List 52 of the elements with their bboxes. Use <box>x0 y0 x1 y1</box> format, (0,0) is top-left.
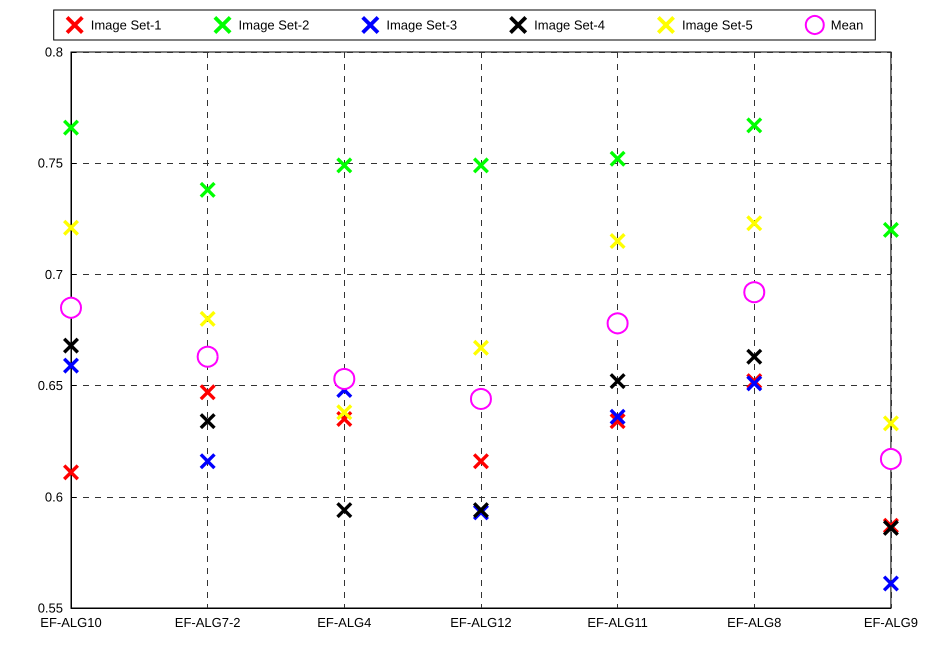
point <box>472 453 489 470</box>
y-tick-label: 0.75 <box>38 156 63 171</box>
x-tick-label: EF-ALG8 <box>727 615 782 630</box>
legend-label: Image Set-4 <box>534 18 605 32</box>
point <box>882 222 899 238</box>
point <box>200 413 216 430</box>
point <box>336 404 352 420</box>
point <box>746 117 762 134</box>
point <box>196 346 219 368</box>
point <box>472 157 489 174</box>
point <box>60 296 82 319</box>
y-tick-label: 0.6 <box>44 489 63 504</box>
point <box>610 150 626 167</box>
legend-label: Image Set-1 <box>90 18 162 32</box>
point <box>882 415 899 432</box>
point <box>743 281 766 304</box>
point <box>336 502 352 518</box>
legend-label: Image Set-2 <box>238 18 310 32</box>
x-tick-label: EF-ALG4 <box>317 615 372 630</box>
legend-label: Mean <box>830 18 864 32</box>
point <box>63 220 79 236</box>
y-tick-label: 0.7 <box>44 266 63 282</box>
point <box>470 388 492 410</box>
point <box>63 338 79 354</box>
x-tick-label: EF-ALG10 <box>40 615 102 630</box>
y-tick-label: 0.65 <box>38 378 63 394</box>
y-tick-label: 0.8 <box>44 44 63 60</box>
point <box>472 340 489 356</box>
x-tick-label: EF-ALG12 <box>450 615 512 630</box>
point <box>200 453 216 470</box>
point <box>746 215 762 232</box>
point <box>606 312 629 334</box>
point <box>63 120 79 136</box>
point <box>882 576 899 592</box>
legend-label: Image Set-3 <box>386 18 458 32</box>
point <box>746 348 762 365</box>
point <box>63 464 79 480</box>
point <box>336 157 352 174</box>
point <box>610 233 626 250</box>
point <box>610 373 626 390</box>
point <box>200 310 216 327</box>
x-tick-label: EF-ALG11 <box>587 615 648 630</box>
point <box>333 368 356 390</box>
y-tick-label: 0.55 <box>38 600 63 616</box>
point <box>200 182 216 198</box>
legend-label: Image Set-5 <box>682 18 753 32</box>
point <box>880 448 902 470</box>
point <box>200 384 216 400</box>
point <box>610 408 626 425</box>
x-tick-label: EF-ALG9 <box>864 615 918 630</box>
point <box>63 358 79 374</box>
x-tick-label: EF-ALG7-2 <box>174 615 241 630</box>
